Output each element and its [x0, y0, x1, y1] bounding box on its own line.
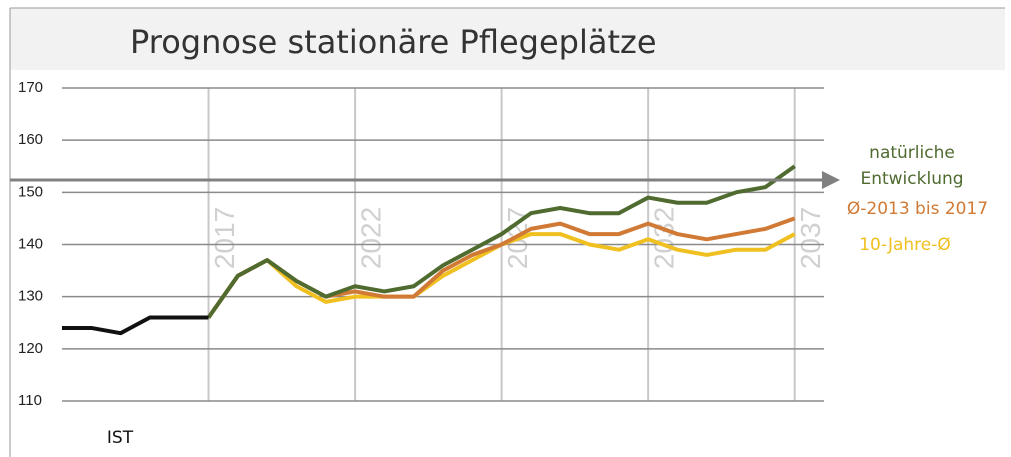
- series-line: [206, 164, 796, 319]
- legend-label: natürliche Entwicklung: [860, 143, 964, 189]
- legend-label: IST: [106, 428, 134, 448]
- x-tick-label: 2037: [795, 207, 826, 269]
- y-tick-label: 130: [18, 288, 43, 305]
- legend-label: Ø-2013 bis 2017: [846, 199, 989, 219]
- x-tick-label: 2017: [209, 207, 240, 269]
- y-tick-label: 120: [18, 340, 43, 357]
- chart-title: Prognose stationäre Pflegeplätze: [130, 23, 657, 61]
- y-tick-label: 170: [18, 79, 43, 96]
- series-line: [62, 315, 209, 336]
- legend-label: 10-Jahre-Ø: [859, 235, 951, 255]
- y-tick-label: 150: [18, 183, 43, 200]
- x-tick-label: 2022: [355, 207, 386, 269]
- arrow-head: [822, 171, 840, 189]
- y-tick-label: 160: [18, 131, 43, 148]
- x-tick-label: 2032: [649, 207, 680, 269]
- y-tick-label: 140: [18, 235, 43, 252]
- y-tick-label: 110: [18, 392, 42, 409]
- title-band: [10, 8, 1005, 70]
